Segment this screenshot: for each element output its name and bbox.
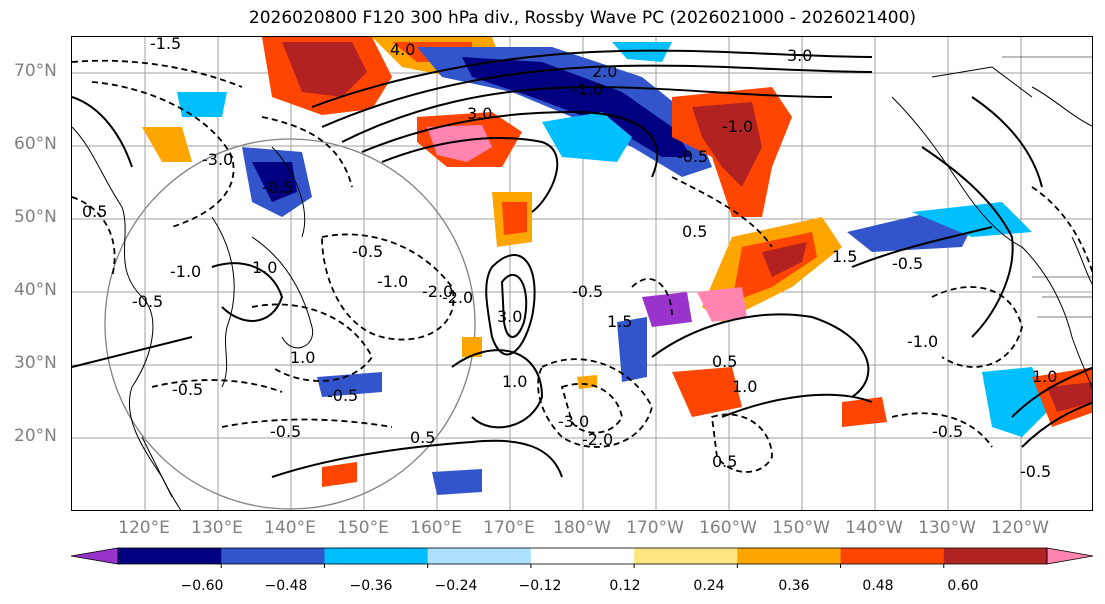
lon-label-150w: 150°W <box>772 518 830 538</box>
colorbar-tick-label: 0.48 <box>862 578 894 594</box>
contour-label: 0.5 <box>82 202 107 221</box>
contour-label: -0.5 <box>172 380 203 399</box>
colorbar-segments <box>70 547 1094 565</box>
contour-label: -0.5 <box>572 282 603 301</box>
contour-label: 1.0 <box>732 377 757 396</box>
contour-label: -0.5 <box>892 254 923 273</box>
contour-label: 0.5 <box>410 428 435 447</box>
contour-label: -0.5 <box>270 422 301 441</box>
contour-label: 1.0 <box>290 348 315 367</box>
colorbar-extend-min <box>70 547 119 565</box>
contour-label: 3.0 <box>787 46 812 65</box>
colorbar-tick-label: −0.36 <box>349 578 393 594</box>
contour-label: -0.5 <box>932 422 963 441</box>
contour-label: -0.5 <box>677 147 708 166</box>
contour-label: -3.0 <box>202 150 233 169</box>
colorbar-tick-label: −0.12 <box>518 578 562 594</box>
contour-label: -2.0 <box>422 282 453 301</box>
contour-label: 0.5 <box>712 352 737 371</box>
contour-lines-positive <box>72 49 1092 478</box>
contour-label: 1.0 <box>502 372 527 391</box>
contour-lines-negative <box>72 59 1092 473</box>
lon-label-140e: 140°E <box>264 518 316 538</box>
contour-label: 2.0 <box>592 62 617 81</box>
coastlines <box>72 66 1092 510</box>
contour-label: 0.5 <box>682 222 707 241</box>
map-canvas: -1.5 4.0 3.0 -3.0 2.0 -1.0 3.0 0.5 -2.0 … <box>72 37 1092 510</box>
contour-label: -3.0 <box>558 412 589 431</box>
lon-label-170e: 170°E <box>483 518 535 538</box>
contour-label: -1.0 <box>907 332 938 351</box>
lon-label-160e: 160°E <box>410 518 462 538</box>
colorbar-segment <box>118 548 222 564</box>
contour-label: -1.5 <box>150 37 181 53</box>
lat-label-70n: 70°N <box>14 61 57 81</box>
colorbar-frame <box>117 547 1048 565</box>
contour-label: 1.0 <box>1032 367 1057 386</box>
colorbar-tick-label: 0.60 <box>947 578 979 594</box>
contour-label: -1.0 <box>170 262 201 281</box>
colorbar-segment <box>737 548 842 564</box>
contour-label: 3.0 <box>497 307 522 326</box>
border-lines <box>1002 56 1092 318</box>
colorbar-segment <box>221 548 325 564</box>
colorbar-segment <box>427 548 532 564</box>
chart-title: 2026020800 F120 300 hPa div., Rossby Wav… <box>248 8 917 28</box>
lon-label-170w: 170°W <box>626 518 684 538</box>
contour-label: -0.5 <box>1020 462 1051 481</box>
lon-label-130w: 130°W <box>918 518 976 538</box>
colorbar-tick-label: 0.24 <box>693 578 725 594</box>
lat-label-20n: 20°N <box>14 426 57 446</box>
colorbar-segment <box>324 548 429 564</box>
contour-label: -1.0 <box>572 80 603 99</box>
contour-label: -1.0 <box>722 117 753 136</box>
contour-label: -0.5 <box>352 242 383 261</box>
lat-label-40n: 40°N <box>14 280 57 300</box>
lon-label-180w: 180°W <box>553 518 611 538</box>
contour-label: -0.5 <box>262 178 293 197</box>
lon-label-130e: 130°E <box>191 518 243 538</box>
range-circle <box>104 138 476 510</box>
lon-label-150e: 150°E <box>337 518 389 538</box>
lat-label-60n: 60°N <box>14 134 57 154</box>
colorbar-tick-label: −0.24 <box>434 578 478 594</box>
colorbar-tick-label: −0.48 <box>264 578 308 594</box>
lon-label-120w: 120°W <box>991 518 1049 538</box>
contour-label: 3.0 <box>467 104 492 123</box>
colorbar-segment <box>634 548 738 564</box>
lon-label-160w: 160°W <box>699 518 757 538</box>
colorbar-tick-label: 0.36 <box>778 578 810 594</box>
lat-label-50n: 50°N <box>14 207 57 227</box>
contour-label: -2.0 <box>442 288 473 307</box>
colorbar-segment <box>840 548 945 564</box>
colorbar-tick-label: −0.60 <box>180 578 224 594</box>
colorbar-segment <box>530 548 635 564</box>
map-panel: -1.5 4.0 3.0 -3.0 2.0 -1.0 3.0 0.5 -2.0 … <box>71 36 1093 511</box>
contour-label: -1.0 <box>377 272 408 291</box>
contour-label: 1.5 <box>607 312 632 331</box>
colorbar-segment <box>943 548 1048 564</box>
colorbar-extend-max <box>1046 547 1094 565</box>
lon-label-140w: 140°W <box>845 518 903 538</box>
colorbar-tick-label: 0.12 <box>609 578 641 594</box>
contour-label: 4.0 <box>390 40 415 59</box>
contour-label: 0.5 <box>712 452 737 471</box>
lon-label-120e: 120°E <box>118 518 170 538</box>
contour-label: -0.5 <box>132 292 163 311</box>
colorbar-ticks <box>220 564 945 568</box>
lat-label-30n: 30°N <box>14 353 57 373</box>
contour-labels: -1.5 4.0 3.0 -3.0 2.0 -1.0 3.0 0.5 -2.0 … <box>82 37 1057 481</box>
contour-label: 1.5 <box>832 247 857 266</box>
contour-label: 1.0 <box>252 258 277 277</box>
contour-label: -0.5 <box>327 386 358 405</box>
contour-label: -2.0 <box>582 430 613 449</box>
